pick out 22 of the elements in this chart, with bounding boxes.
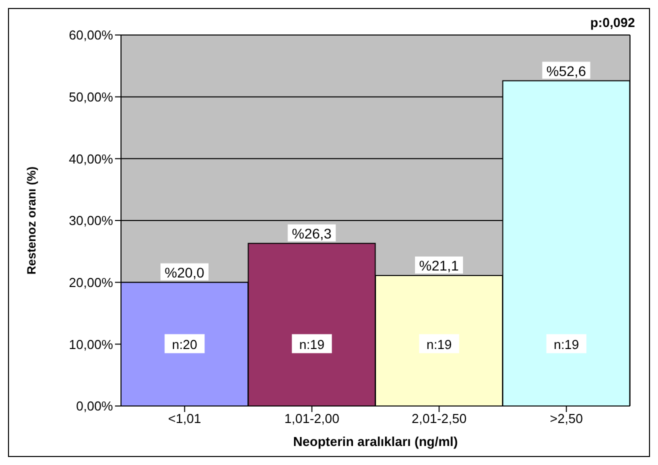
data-label: %21,1 (419, 258, 460, 274)
annotation: n:19 (299, 337, 325, 352)
y-axis-title: Restenoz oranı (%) (24, 166, 38, 275)
y-tick-label: 20,00% (68, 274, 114, 290)
y-tick-label: 60,00% (68, 28, 114, 43)
y-tick-label: 10,00% (68, 336, 114, 352)
data-label: %26,3 (292, 225, 332, 242)
y-tick-label: 50,00% (68, 89, 114, 104)
data-label: %52,6 (546, 62, 586, 79)
annotation: n:19 (554, 337, 580, 352)
x-tick-label: >2,50 (550, 411, 583, 426)
y-tick-label: 0,00% (76, 398, 114, 414)
y-tick-label: 40,00% (68, 151, 114, 166)
x-axis-title: Neopterin aralıkları (ng/ml) (293, 434, 458, 449)
y-tick-label: 30,00% (68, 213, 114, 228)
x-tick-label: 2,01-2,50 (412, 411, 467, 426)
x-tick-label: 1,01-2,00 (284, 411, 340, 426)
text: p:0,092 (590, 15, 635, 30)
annotation: n:20 (172, 337, 198, 352)
x-tick-label: <1,01 (168, 411, 202, 426)
annotation: n:19 (426, 337, 452, 352)
data-label: %20,0 (164, 264, 205, 280)
